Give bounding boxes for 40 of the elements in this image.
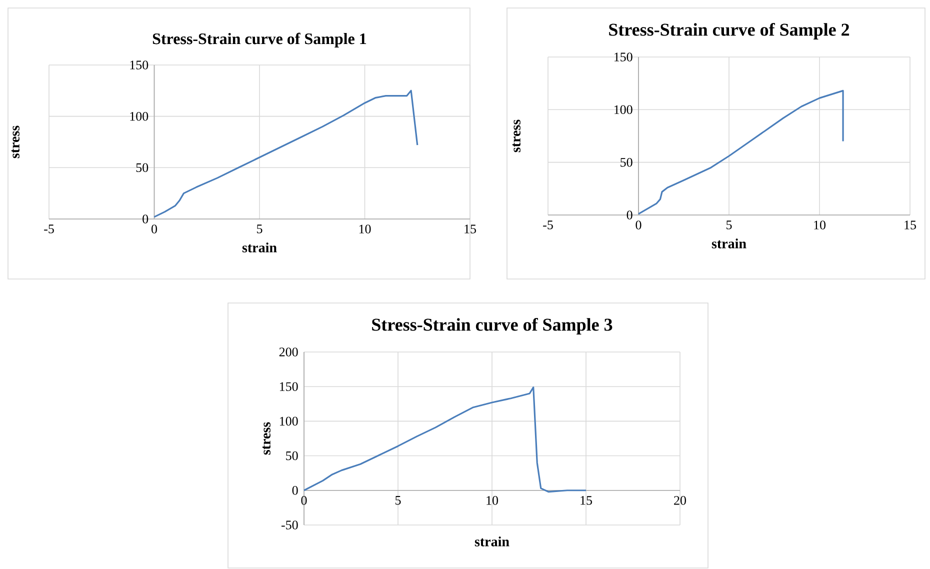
x-tick-label: 20: [674, 496, 686, 505]
x-axis-title: strain: [242, 242, 277, 252]
x-tick-label: 15: [904, 220, 916, 230]
y-tick-label: 0: [626, 210, 632, 220]
chart-title: Stress-Strain curve of Sample 1: [152, 32, 366, 48]
y-tick-label: 50: [136, 163, 148, 172]
x-tick-label: 15: [464, 224, 476, 234]
y-axis-title: stress: [512, 120, 520, 152]
x-tick-label: -5: [543, 220, 553, 230]
x-tick-label: 5: [726, 220, 732, 230]
x-tick-label: 10: [814, 220, 826, 230]
y-tick-label: 100: [614, 105, 632, 114]
y-tick-label: 100: [280, 416, 298, 426]
x-tick-label: 5: [396, 496, 401, 505]
x-axis-title: strain: [712, 238, 746, 248]
chart-title: Stress-Strain curve of Sample 2: [609, 22, 850, 40]
x-tick-label: 0: [301, 496, 307, 505]
y-tick-label: 150: [130, 60, 148, 70]
x-tick-label: 10: [486, 496, 498, 505]
y-tick-label: 0: [292, 486, 298, 495]
line-series: [303, 386, 587, 493]
y-tick-label: -50: [281, 520, 298, 530]
y-tick-label: 150: [280, 382, 298, 391]
y-tick-label: 50: [286, 451, 298, 460]
y-tick-label: 150: [614, 52, 632, 62]
x-tick-label: 5: [257, 224, 262, 234]
y-tick-label: 100: [130, 112, 148, 121]
y-tick-label: 0: [142, 214, 148, 224]
x-tick-label: 0: [152, 224, 158, 234]
y-axis-title: stress: [262, 422, 270, 455]
y-tick-label: 200: [279, 348, 298, 356]
x-tick-label: -5: [44, 224, 54, 234]
x-tick-label: 15: [580, 496, 592, 505]
x-tick-label: 0: [636, 220, 642, 230]
y-tick-label: 50: [620, 158, 632, 167]
x-tick-label: 10: [359, 224, 371, 234]
y-axis-title: stress: [11, 126, 20, 158]
line-series: [638, 90, 844, 215]
chart-title: Stress-Strain curve of Sample 3: [372, 318, 612, 334]
x-axis-title: strain: [474, 536, 510, 546]
